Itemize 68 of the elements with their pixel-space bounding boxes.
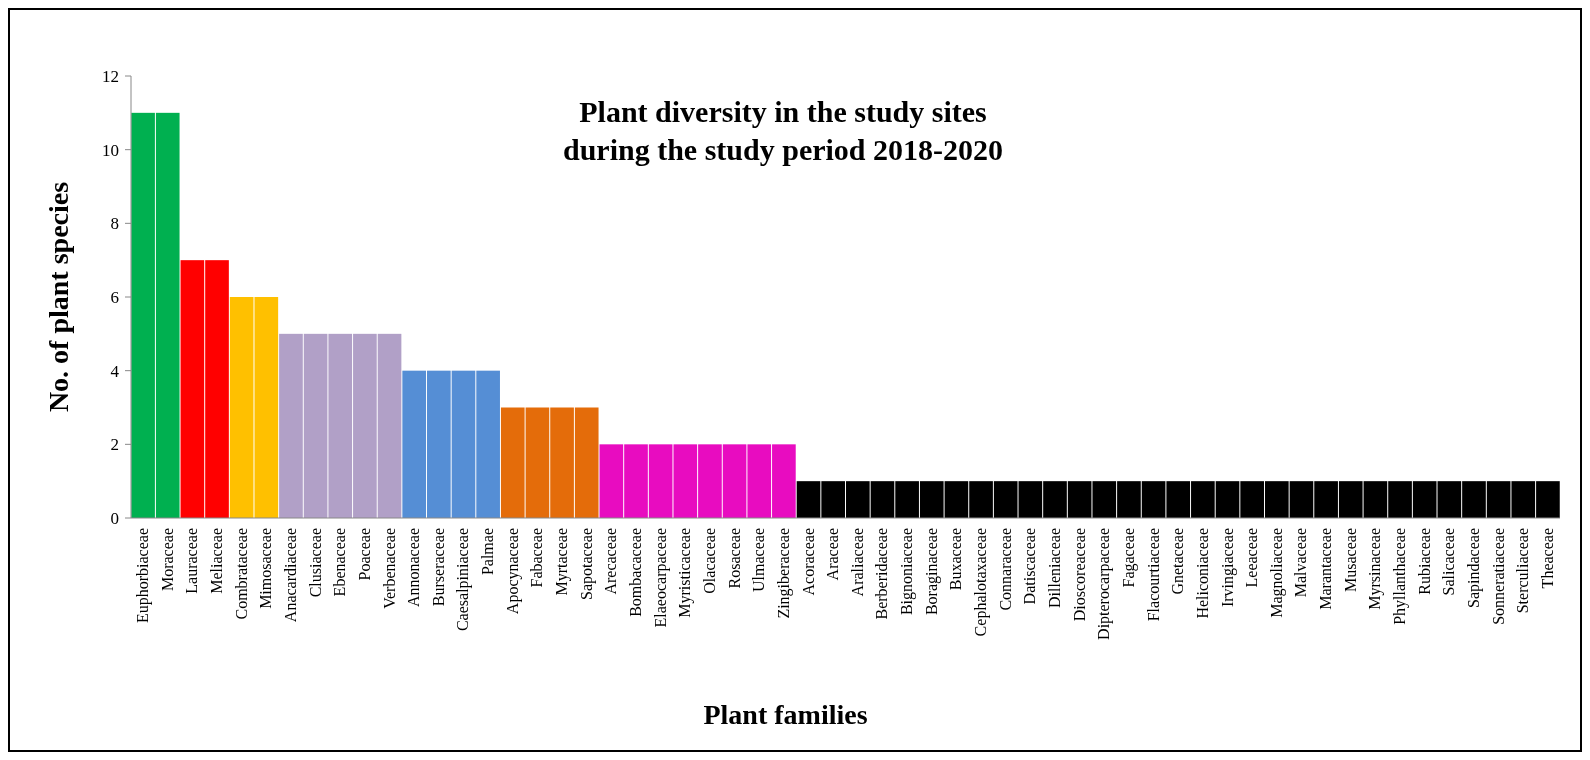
- x-tick-label: Gnetaceae: [1169, 528, 1187, 595]
- x-tick-label: Berberidaceae: [873, 528, 891, 620]
- x-tick-label: Verbenaceae: [380, 528, 398, 609]
- y-tick-label: 8: [110, 214, 119, 234]
- x-tick-label: Cephalotaxaceae: [972, 528, 991, 637]
- x-tick-label: Annonaceae: [405, 528, 423, 608]
- x-tick-label: Leeaceae: [1243, 528, 1261, 588]
- y-tick-label: 4: [110, 361, 120, 381]
- x-tick-label: Combrataceae: [232, 528, 250, 620]
- x-tick-label: Salicaceae: [1440, 528, 1458, 596]
- x-tick-label: Euphorbiaceae: [134, 528, 153, 624]
- y-tick-label: 2: [110, 435, 119, 455]
- x-tick-label: Boraginaceae: [922, 528, 941, 616]
- x-tick-label: Marantaceae: [1317, 528, 1335, 610]
- y-axis-title: No. of plant species: [43, 181, 74, 413]
- x-tick-label: Bombacaceae: [627, 528, 645, 617]
- x-tick-label: Bignoniaceae: [898, 528, 917, 616]
- x-tick-label: Datiscaceae: [1021, 528, 1039, 605]
- x-tick-label: Theaceae: [1538, 528, 1556, 589]
- x-tick-label: Sapotaceae: [577, 528, 596, 600]
- x-tick-label: Sterculiaceae: [1514, 528, 1532, 614]
- x-tick-label: Malvaceae: [1292, 528, 1310, 598]
- x-tick-label: Connaraceae: [996, 528, 1014, 611]
- x-tick-label: Sonneratiaceae: [1489, 528, 1507, 625]
- x-tick-label: Araliaceae: [848, 528, 866, 597]
- x-tick-label: Dioscoreaceae: [1070, 528, 1088, 622]
- x-tick-label: Ebenaceae: [331, 528, 349, 597]
- x-tick-label: Elaeocarpaceae: [651, 528, 670, 628]
- y-tick-label: 6: [110, 287, 119, 307]
- x-tick-label: Ulmaceae: [750, 528, 768, 592]
- x-tick-label: Mimosaceae: [257, 528, 275, 609]
- x-tick-label: Moraceae: [158, 528, 176, 592]
- x-tick-label: Clusiaceae: [306, 528, 324, 598]
- x-tick-label: Flacourtiaceae: [1144, 528, 1162, 622]
- y-tick-label: 0: [110, 508, 119, 528]
- x-tick-label: Caesalpiniaceae: [454, 528, 473, 632]
- x-tick-label: Dipterocarpaceae: [1095, 528, 1114, 640]
- x-tick-label: Myrsinaceae: [1366, 528, 1385, 610]
- x-axis-title: Plant families: [703, 699, 868, 730]
- x-tick-label: Irvingiaceae: [1218, 528, 1237, 608]
- y-tick-label: 10: [102, 140, 119, 160]
- x-tick-label: Musaceae: [1341, 528, 1359, 592]
- x-tick-label: Magnoliaceae: [1267, 528, 1286, 618]
- x-tick-label: Meliaceae: [208, 528, 226, 594]
- y-tick-label: 12: [102, 66, 119, 86]
- x-tick-label: Apocynaceae: [503, 528, 522, 615]
- x-tick-label: Anacardiaceae: [281, 528, 299, 623]
- x-tick-label: Palmae: [479, 528, 497, 576]
- x-tick-label: Dilleniaceae: [1045, 528, 1063, 608]
- x-tick-label: Burseraceae: [429, 528, 447, 607]
- x-tick-label: Buxaceae: [947, 528, 965, 591]
- x-tick-label: Acoraceae: [799, 528, 817, 596]
- x-tick-label: Sapindaceae: [1464, 528, 1483, 608]
- x-tick-label: Lauraceae: [183, 528, 201, 594]
- x-tick-label: Zingiberaceae: [774, 528, 793, 619]
- x-tick-label: Araceae: [824, 528, 842, 581]
- x-tick-label: Rubiaceae: [1415, 528, 1433, 595]
- x-tick-label: Arecaceae: [602, 528, 620, 595]
- x-tick-label: Heliconiaceae: [1193, 528, 1211, 619]
- x-tick-label: Myristicaceae: [676, 528, 695, 618]
- x-tick-label: Poaceae: [355, 528, 373, 581]
- x-tick-label: Myrtaceae: [553, 528, 572, 596]
- x-tick-label: Fagaceae: [1119, 528, 1138, 588]
- x-tick-label: Olacaceae: [700, 528, 718, 594]
- x-tick-label: Fabaceae: [528, 528, 546, 588]
- text: Plant diversity in the study sites during the study period 2018-2020: [562, 95, 1004, 166]
- x-tick-label: Rosaceae: [725, 528, 743, 589]
- x-tick-label: Phyllanthaceae: [1391, 528, 1410, 625]
